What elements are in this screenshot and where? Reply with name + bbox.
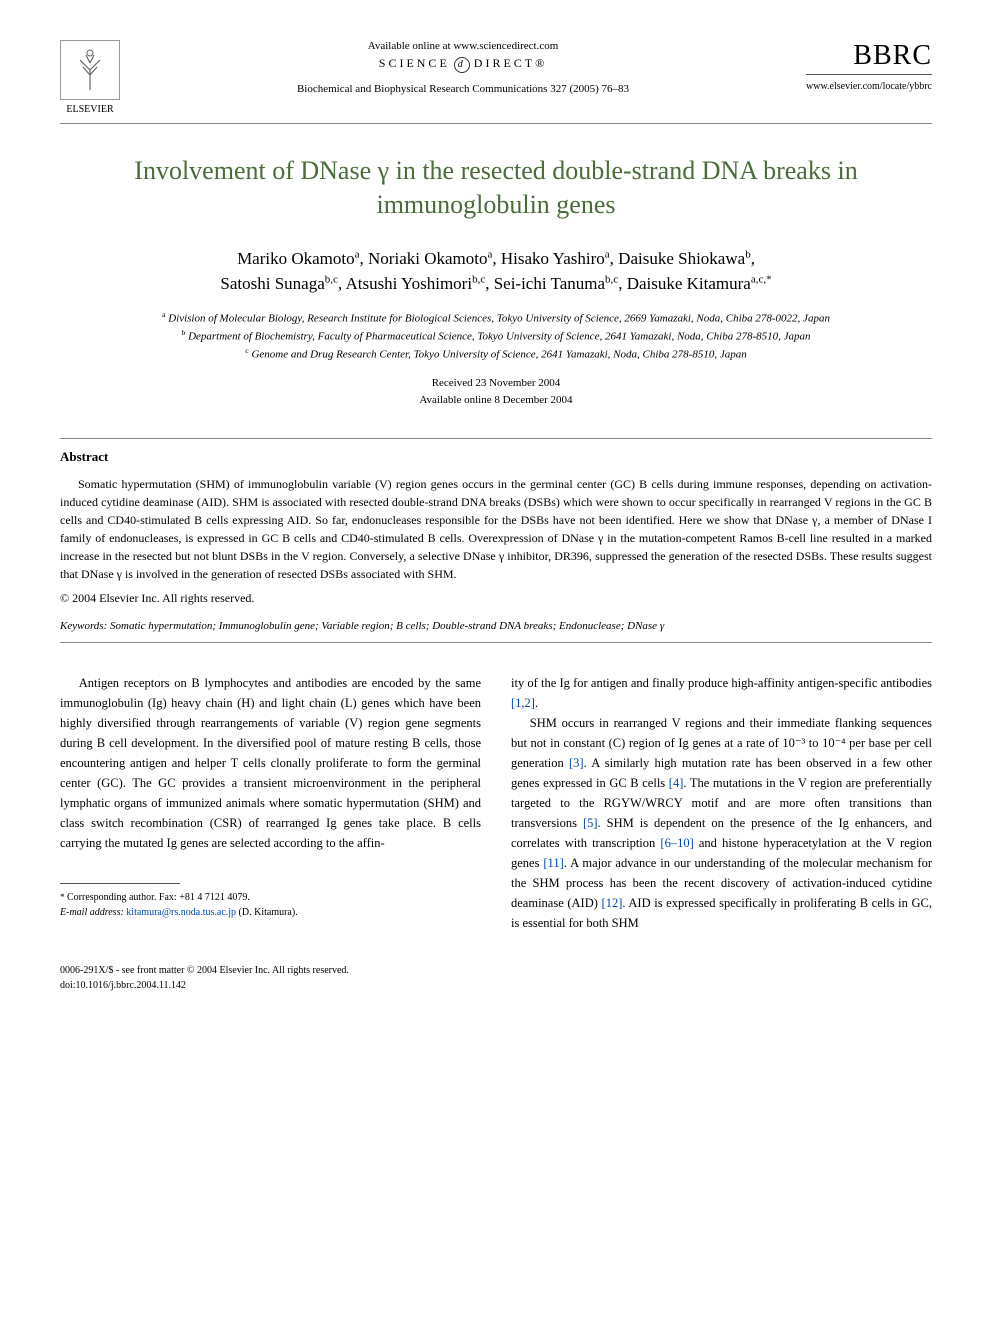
article-dates: Received 23 November 2004 Available onli… xyxy=(60,375,932,408)
body-paragraph: Antigen receptors on B lymphocytes and a… xyxy=(60,673,481,853)
header-center: Available online at www.sciencedirect.co… xyxy=(120,40,806,95)
affiliation-a: a Division of Molecular Biology, Researc… xyxy=(60,309,932,327)
sd-d-icon: d xyxy=(454,57,470,73)
author: Daisuke Kitamuraa,c,* xyxy=(627,274,772,293)
reference-link[interactable]: [4] xyxy=(669,776,684,790)
available-online-text: Available online at www.sciencedirect.co… xyxy=(140,40,786,52)
sd-suffix: DIRECT® xyxy=(474,56,547,70)
author: Hisako Yashiroa xyxy=(501,249,610,268)
body-columns: Antigen receptors on B lymphocytes and a… xyxy=(60,673,932,933)
journal-citation: Biochemical and Biophysical Research Com… xyxy=(140,83,786,95)
front-matter-line: 0006-291X/$ - see front matter © 2004 El… xyxy=(60,963,932,978)
abstract-copyright: © 2004 Elsevier Inc. All rights reserved… xyxy=(60,591,932,606)
reference-link[interactable]: [12] xyxy=(602,896,623,910)
doi-line: doi:10.1016/j.bbrc.2004.11.142 xyxy=(60,978,932,993)
footnote-divider xyxy=(60,883,180,884)
publisher-header: ELSEVIER Available online at www.science… xyxy=(60,40,932,115)
corresponding-text: Corresponding author. Fax: +81 4 7121 40… xyxy=(67,892,250,903)
author: Satoshi Sunagab,c xyxy=(220,274,338,293)
abstract-bottom-divider xyxy=(60,642,932,643)
abstract-text: Somatic hypermutation (SHM) of immunoglo… xyxy=(60,475,932,583)
body-paragraph: SHM occurs in rearranged V regions and t… xyxy=(511,713,932,933)
author: Atsushi Yoshimorib,c xyxy=(345,274,485,293)
sd-prefix: SCIENCE xyxy=(379,56,450,70)
email-label: E-mail address: xyxy=(60,907,124,918)
header-divider xyxy=(60,123,932,124)
received-date: Received 23 November 2004 xyxy=(60,375,932,392)
star-icon: * xyxy=(60,892,65,902)
right-column: ity of the Ig for antigen and finally pr… xyxy=(511,673,932,933)
left-column: Antigen receptors on B lymphocytes and a… xyxy=(60,673,481,933)
author: Mariko Okamotoa xyxy=(237,249,359,268)
authors-list: Mariko Okamotoa, Noriaki Okamotoa, Hisak… xyxy=(60,246,932,297)
email-link[interactable]: kitamura@rs.noda.tus.ac.jp xyxy=(126,907,236,918)
keywords-text: Somatic hypermutation; Immunoglobulin ge… xyxy=(110,620,664,632)
reference-link[interactable]: [3] xyxy=(569,756,584,770)
journal-brand: BBRC www.elsevier.com/locate/ybbrc xyxy=(806,40,932,92)
affiliation-c: c Genome and Drug Research Center, Tokyo… xyxy=(60,345,932,363)
author: Daisuke Shiokawab xyxy=(618,249,751,268)
reference-link[interactable]: [1,2] xyxy=(511,696,535,710)
keywords-label: Keywords: xyxy=(60,620,107,632)
reference-link[interactable]: [11] xyxy=(543,856,563,870)
bbrc-text: BBRC xyxy=(806,40,932,75)
reference-link[interactable]: [6–10] xyxy=(660,836,693,850)
body-paragraph: ity of the Ig for antigen and finally pr… xyxy=(511,673,932,713)
available-date: Available online 8 December 2004 xyxy=(60,392,932,409)
locate-url: www.elsevier.com/locate/ybbrc xyxy=(806,81,932,92)
page-footer: 0006-291X/$ - see front matter © 2004 El… xyxy=(60,963,932,993)
sciencedirect-logo: SCIENCE d DIRECT® xyxy=(140,56,786,73)
keywords: Keywords: Somatic hypermutation; Immunog… xyxy=(60,620,932,632)
corresponding-footnote: * Corresponding author. Fax: +81 4 7121 … xyxy=(60,890,481,920)
article-title: Involvement of DNase γ in the resected d… xyxy=(60,154,932,222)
author: Sei-ichi Tanumab,c xyxy=(494,274,618,293)
abstract-heading: Abstract xyxy=(60,449,932,465)
abstract-top-divider xyxy=(60,438,932,439)
elsevier-logo: ELSEVIER xyxy=(60,40,120,115)
elsevier-tree-icon xyxy=(60,40,120,100)
elsevier-label: ELSEVIER xyxy=(66,104,113,115)
email-name: (D. Kitamura). xyxy=(239,907,298,918)
affiliation-b: b Department of Biochemistry, Faculty of… xyxy=(60,327,932,345)
reference-link[interactable]: [5] xyxy=(583,816,598,830)
author: Noriaki Okamotoa xyxy=(368,249,492,268)
affiliations: a Division of Molecular Biology, Researc… xyxy=(60,309,932,363)
